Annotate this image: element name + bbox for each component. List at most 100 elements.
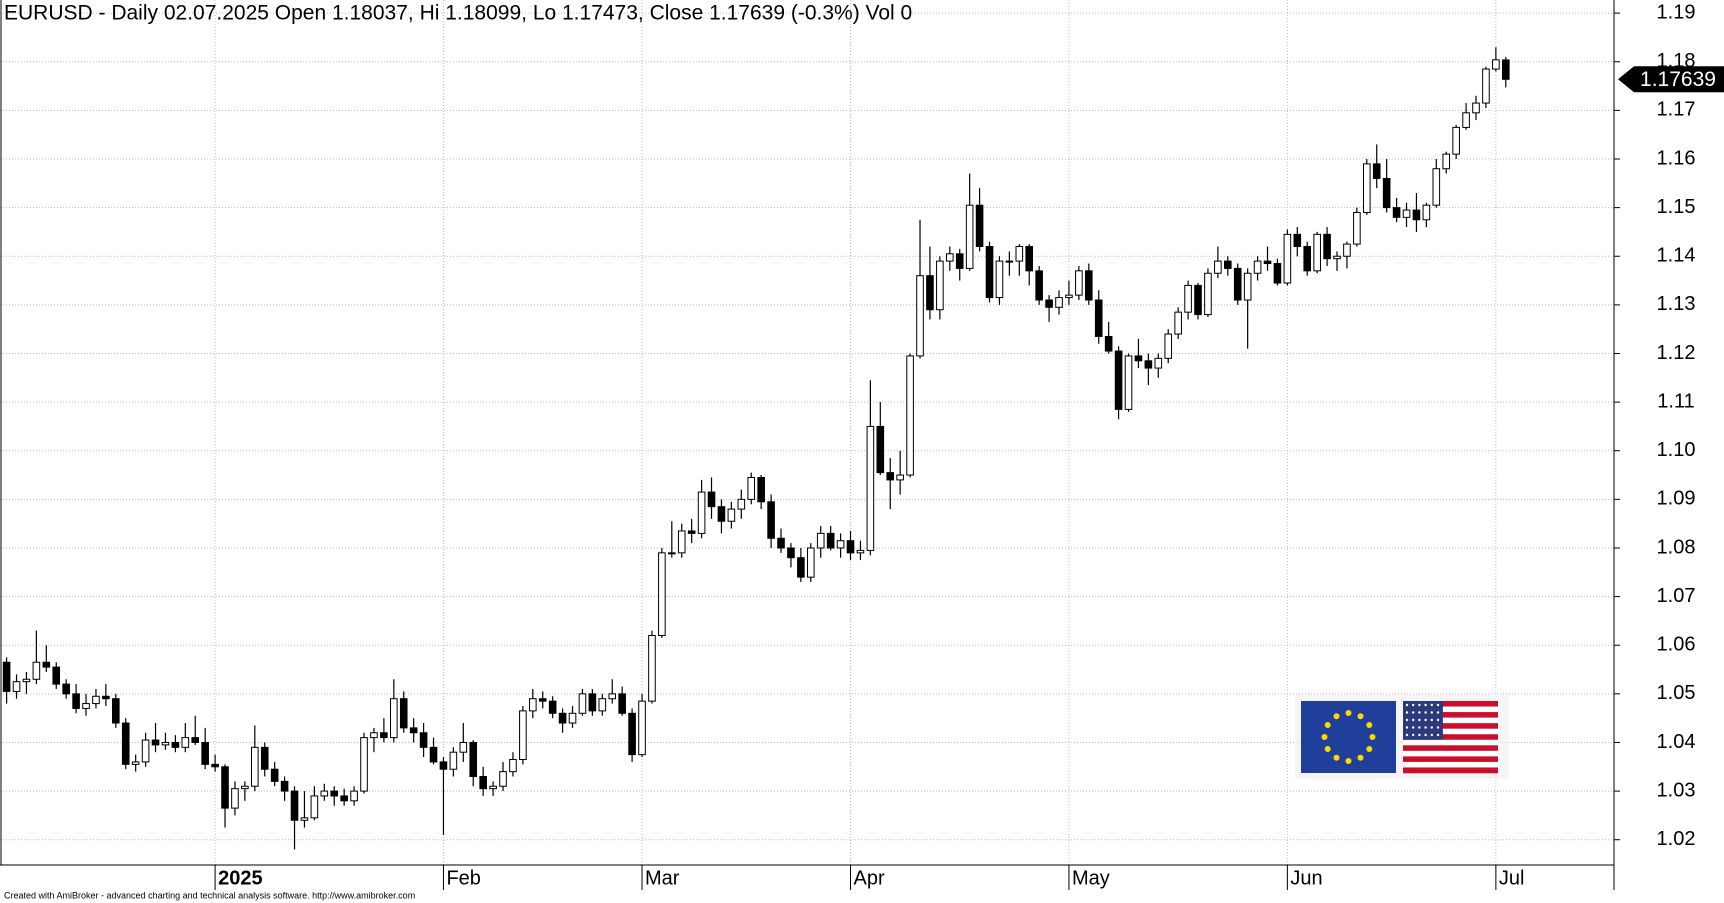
candle-body (1472, 102, 1480, 114)
candle-body (955, 253, 964, 269)
candle-body (1015, 246, 1024, 262)
us-star (1412, 711, 1415, 714)
candle-body (1094, 299, 1103, 337)
candle-body (578, 693, 587, 714)
candle-body (380, 732, 388, 739)
candle-body (985, 246, 994, 299)
candle-body (161, 741, 170, 746)
candle-body (221, 766, 229, 809)
candle-body (251, 746, 259, 787)
candle-body (1144, 360, 1153, 369)
candle-body (568, 712, 577, 724)
y-tick-label: 1.03 (1657, 779, 1696, 801)
price-marker-label: 1.17639 (1640, 68, 1716, 91)
us-star (1430, 711, 1434, 714)
candle-body (1362, 163, 1371, 213)
candle-body (469, 741, 478, 778)
candle-body (717, 506, 726, 522)
candle-body (300, 817, 309, 821)
candle-body (608, 693, 617, 700)
us-stripe (1403, 717, 1498, 724)
us-stripe (1403, 761, 1498, 768)
candle-body (777, 537, 785, 549)
y-tick-label: 1.12 (1657, 342, 1696, 364)
candle-body (916, 275, 924, 357)
candle-body (1273, 263, 1282, 284)
candle-body (102, 695, 110, 700)
candle-body (1065, 294, 1073, 299)
candle-body (419, 732, 428, 748)
candle-body (280, 780, 289, 792)
us-star (1405, 703, 1409, 707)
candle-body (499, 771, 507, 787)
candle-body (995, 260, 1004, 299)
grid (0, 0, 1614, 865)
y-tick-label: 1.09 (1657, 488, 1696, 510)
candle-body (459, 741, 468, 753)
candle-body (290, 790, 299, 821)
chart-title: EURUSD - Daily 02.07.2025 Open 1.18037, … (4, 2, 912, 25)
candle-body (479, 776, 487, 790)
x-tick-label: Apr (854, 867, 885, 889)
candle-body (1243, 272, 1252, 301)
eu-star (1324, 722, 1331, 728)
candle-body (1085, 270, 1093, 301)
us-star (1412, 726, 1415, 729)
flags (1295, 695, 1509, 779)
candle-body (191, 737, 200, 743)
candle-body (1075, 270, 1083, 296)
us-star (1418, 718, 1421, 722)
y-tick-label: 1.04 (1657, 731, 1696, 753)
eu-star (1345, 710, 1352, 716)
candle-body (231, 788, 239, 809)
us-star (1418, 726, 1421, 729)
candle-body (1353, 211, 1361, 245)
candle-body (797, 557, 805, 578)
candle-body (1303, 246, 1312, 272)
candle-body (896, 474, 904, 481)
us-star (1412, 733, 1415, 737)
y-tick-label: 1.08 (1657, 536, 1696, 558)
candle-body (1005, 260, 1014, 263)
y-tick-label: 1.16 (1657, 147, 1696, 169)
candle-body (1174, 311, 1182, 335)
candle-body (241, 785, 249, 790)
candle-body (429, 746, 438, 763)
y-tick-label: 1.13 (1657, 293, 1696, 315)
us-star (1436, 703, 1440, 707)
us-star (1430, 733, 1434, 737)
candle-body (489, 785, 497, 790)
candle-body (2, 661, 11, 692)
candle-body (1104, 335, 1113, 352)
us-star (1424, 718, 1427, 722)
eu-star (1366, 722, 1373, 728)
candle-body (92, 695, 100, 705)
candle-body (816, 532, 825, 549)
us-stripe (1403, 756, 1498, 763)
candle-body (1035, 270, 1043, 301)
candle-body (598, 698, 607, 712)
candle-body (131, 761, 140, 765)
us-star (1430, 718, 1434, 722)
candle-body (320, 790, 329, 797)
candle-body (628, 712, 636, 756)
candle-body (1293, 233, 1302, 248)
candle-body (112, 698, 120, 724)
candle-body (151, 739, 160, 746)
eu-star (1369, 734, 1376, 740)
candle-body (72, 693, 80, 709)
candle-body (1482, 68, 1490, 104)
candle-body (1501, 59, 1510, 80)
x-tick-label: 2025 (218, 867, 263, 889)
us-stripe (1403, 701, 1498, 707)
candle-body (1045, 299, 1053, 308)
candle-body (310, 795, 319, 819)
candle-body (538, 698, 547, 702)
candle-body (409, 727, 418, 734)
us-stripe (1403, 728, 1498, 735)
candle-body (836, 540, 845, 549)
candle-body (767, 501, 775, 539)
candle-body (330, 790, 339, 797)
candle-body (707, 491, 716, 508)
